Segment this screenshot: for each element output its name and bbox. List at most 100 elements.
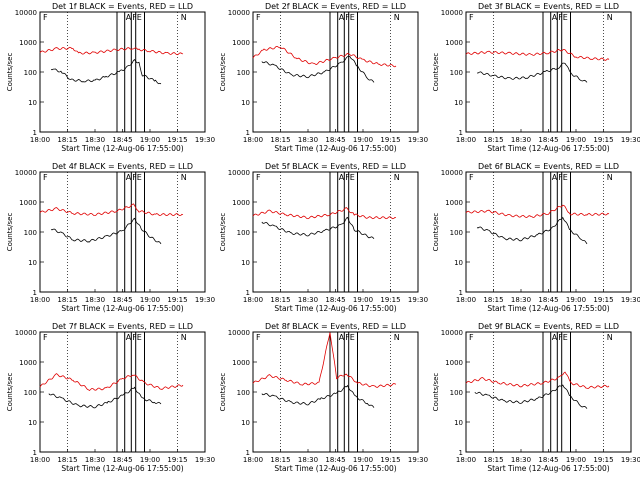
x-tick-label: 19:15 (380, 296, 400, 304)
x-tick-label: 19:00 (140, 296, 160, 304)
y-tick-label: 1 (246, 129, 250, 137)
panel-9: Det 9f BLACK = Events, RED = LLD 18:00 18:… (432, 322, 640, 473)
state-marker-label: F (469, 13, 474, 22)
x-axis-label: Start Time (12-Aug-06 17:55:00) (274, 144, 396, 153)
state-marker-label: A (126, 173, 132, 182)
plot-frame (252, 11, 419, 133)
state-marker-label: F (558, 333, 563, 342)
panel-title: Det 1f BLACK = Events, RED = LLD (52, 2, 193, 11)
x-tick-label: 18:30 (511, 296, 531, 304)
y-axis-label: Counts/sec (6, 213, 14, 252)
x-tick-label: 19:15 (593, 456, 613, 464)
x-tick-label: 18:30 (85, 136, 105, 144)
y-tick-label: 10000 (228, 169, 250, 177)
state-marker-label: A (552, 173, 558, 182)
y-tick-label: 1000 (19, 199, 37, 207)
plot-frame (39, 331, 206, 453)
x-tick-label: 19:00 (140, 136, 160, 144)
y-tick-label: 1 (33, 289, 37, 297)
state-marker-label: E (137, 13, 142, 22)
state-marker-label: A (126, 13, 132, 22)
state-marker-label: A (339, 333, 345, 342)
y-tick-label: 1000 (19, 359, 37, 367)
panel-title: Det 7f BLACK = Events, RED = LLD (52, 322, 193, 331)
x-tick-label: 18:30 (85, 296, 105, 304)
x-tick-label: 18:30 (298, 296, 318, 304)
series-lld-line (465, 204, 610, 219)
x-tick-label: 19:30 (195, 456, 215, 464)
x-axis-label: Start Time (12-Aug-06 17:55:00) (61, 144, 183, 153)
state-marker-label: A (339, 13, 345, 22)
y-tick-label: 1 (459, 129, 463, 137)
y-tick-label: 10000 (441, 169, 463, 177)
x-tick-label: 18:30 (298, 456, 318, 464)
state-marker-label: E (137, 333, 142, 342)
plot-frame (39, 11, 206, 133)
state-marker-label: F (132, 173, 137, 182)
x-tick-label: 18:45 (112, 456, 132, 464)
y-axis-label: Counts/sec (219, 213, 227, 252)
plot-frame (39, 171, 206, 293)
y-tick-label: 10 (241, 259, 250, 267)
x-axis-label: Start Time (12-Aug-06 17:55:00) (61, 304, 183, 313)
state-marker-label: N (607, 333, 613, 342)
x-axis-label: Start Time (12-Aug-06 17:55:00) (274, 464, 396, 473)
y-tick-label: 10000 (228, 9, 250, 17)
x-tick-label: 19:00 (566, 456, 586, 464)
x-axis-label: Start Time (12-Aug-06 17:55:00) (61, 464, 183, 473)
state-marker-label: A (552, 333, 558, 342)
series-lld-line (252, 45, 397, 68)
state-marker-label: E (563, 173, 568, 182)
state-marker-label: F (43, 13, 48, 22)
panel-title: Det 5f BLACK = Events, RED = LLD (265, 162, 406, 171)
y-tick-label: 100 (24, 389, 37, 397)
x-tick-label: 18:45 (538, 136, 558, 144)
x-tick-label: 19:15 (167, 296, 187, 304)
x-tick-label: 19:15 (380, 136, 400, 144)
x-tick-label: 18:45 (325, 136, 345, 144)
y-tick-label: 1 (33, 129, 37, 137)
x-tick-label: 19:30 (621, 136, 640, 144)
y-axis-label: Counts/sec (432, 53, 440, 92)
y-tick-label: 10 (454, 259, 463, 267)
state-marker-label: E (563, 333, 568, 342)
state-marker-label: N (394, 173, 400, 182)
panel-title: Det 3f BLACK = Events, RED = LLD (478, 2, 619, 11)
y-tick-label: 10000 (441, 329, 463, 337)
x-tick-label: 18:30 (511, 456, 531, 464)
x-tick-label: 18:45 (325, 296, 345, 304)
x-tick-label: 19:00 (353, 136, 373, 144)
x-axis-label: Start Time (12-Aug-06 17:55:00) (274, 304, 396, 313)
state-marker-label: F (256, 13, 261, 22)
panel-7: Det 7f BLACK = Events, RED = LLD 18:00 18:… (6, 322, 215, 473)
y-axis-label: Counts/sec (6, 373, 14, 412)
plot-frame (252, 331, 419, 453)
x-tick-label: 19:15 (593, 296, 613, 304)
x-tick-label: 18:00 (456, 296, 476, 304)
plot-frame (465, 331, 632, 453)
x-tick-label: 19:15 (380, 456, 400, 464)
x-tick-label: 18:45 (538, 456, 558, 464)
x-tick-label: 19:15 (167, 456, 187, 464)
panel-6: Det 6f BLACK = Events, RED = LLD 18:00 18:… (432, 162, 640, 313)
y-tick-label: 1 (33, 449, 37, 457)
x-tick-label: 18:15 (270, 296, 290, 304)
y-tick-label: 10000 (441, 9, 463, 17)
state-marker-label: E (350, 333, 355, 342)
y-tick-label: 100 (237, 69, 250, 77)
state-marker-label: E (350, 173, 355, 182)
x-tick-label: 19:30 (195, 296, 215, 304)
x-tick-label: 19:30 (408, 296, 428, 304)
x-tick-label: 18:15 (57, 456, 77, 464)
y-tick-label: 10 (28, 419, 37, 427)
panel-1: Det 1f BLACK = Events, RED = LLD 18:00 18:… (6, 2, 215, 153)
x-tick-label: 18:00 (456, 456, 476, 464)
x-tick-label: 18:15 (483, 296, 503, 304)
state-marker-label: A (339, 173, 345, 182)
series-events-line (477, 62, 588, 83)
series-events-line (50, 217, 162, 245)
x-tick-label: 19:30 (621, 296, 640, 304)
panel-title: Det 9f BLACK = Events, RED = LLD (478, 322, 619, 331)
x-tick-label: 19:30 (408, 136, 428, 144)
y-tick-label: 10000 (228, 329, 250, 337)
